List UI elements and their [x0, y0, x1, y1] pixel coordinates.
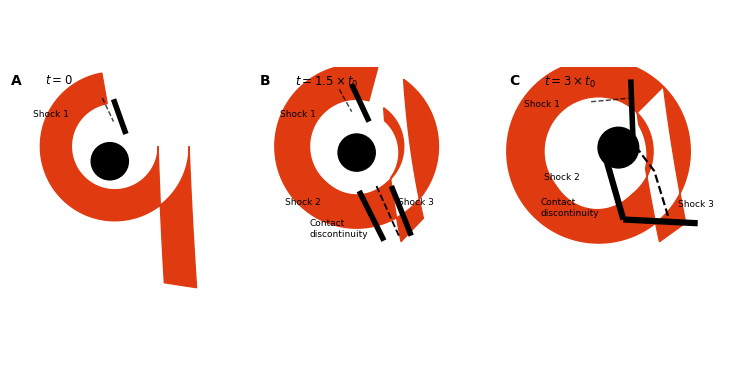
Text: Shock 1: Shock 1 — [33, 110, 69, 119]
Text: Shock 1: Shock 1 — [524, 100, 560, 109]
Text: Shock 3: Shock 3 — [397, 197, 433, 207]
Text: Contact
discontinuity: Contact discontinuity — [540, 198, 599, 218]
Circle shape — [91, 142, 129, 180]
Circle shape — [338, 134, 375, 171]
Text: $t = 1.5 \times t_0$: $t = 1.5 \times t_0$ — [295, 74, 358, 89]
Polygon shape — [316, 112, 397, 193]
Text: A: A — [10, 74, 22, 89]
Text: Shock 2: Shock 2 — [544, 173, 580, 182]
Polygon shape — [507, 60, 690, 243]
Text: $t = 0$: $t = 0$ — [46, 74, 73, 87]
Text: Shock 1: Shock 1 — [280, 110, 316, 119]
Text: Shock 2: Shock 2 — [285, 197, 320, 207]
Polygon shape — [40, 73, 197, 288]
Text: Contact
discontinuity: Contact discontinuity — [310, 220, 368, 239]
Text: $t = 3 \times t_0$: $t = 3 \times t_0$ — [544, 74, 596, 89]
Text: C: C — [509, 74, 520, 89]
Text: Shock 3: Shock 3 — [678, 200, 714, 209]
Polygon shape — [549, 102, 646, 208]
Text: B: B — [260, 74, 271, 89]
Polygon shape — [275, 65, 438, 242]
Circle shape — [598, 127, 639, 168]
